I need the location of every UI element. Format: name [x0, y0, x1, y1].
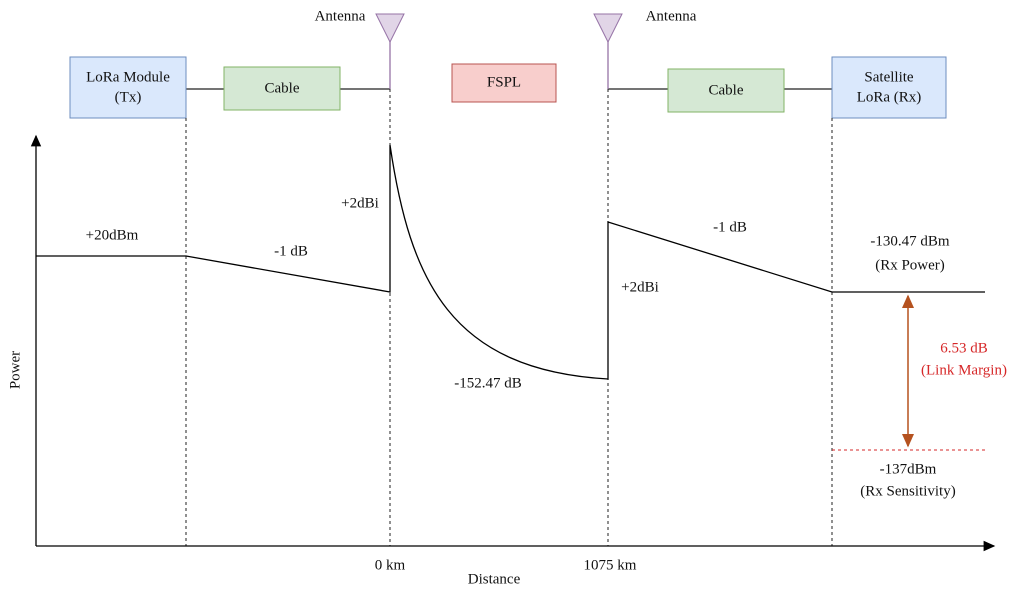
rx-sensitivity: -137dBm	[880, 461, 937, 477]
rx-power: (Rx Power)	[875, 257, 945, 273]
x-tick-label: 0 km	[375, 557, 406, 573]
block-text: LoRa (Rx)	[857, 89, 922, 105]
block-text: (Tx)	[115, 89, 142, 105]
x-tick-label: 1075 km	[584, 557, 637, 573]
annotation: -152.47 dB	[454, 375, 522, 391]
antenna-label: Antenna	[646, 8, 697, 24]
annotation: +20dBm	[86, 227, 139, 243]
x-axis-label: Distance	[468, 571, 521, 587]
fspl-block	[451, 63, 557, 103]
link-margin: (Link Margin)	[921, 362, 1007, 378]
annotation: +2dBi	[341, 195, 379, 211]
cable-block	[223, 66, 341, 111]
antenna-icons	[375, 13, 623, 89]
block-text: FSPL	[487, 74, 521, 90]
antenna-label: Antenna	[315, 8, 366, 24]
annotation: -1 dB	[274, 243, 308, 259]
block-text: Satellite	[864, 69, 913, 85]
rx-sensitivity: (Rx Sensitivity)	[860, 483, 955, 499]
power-curve	[36, 144, 985, 380]
block-text: Cable	[265, 80, 300, 96]
tx-block	[69, 56, 187, 119]
separators	[185, 89, 833, 546]
block-text: Cable	[709, 82, 744, 98]
y-axis-label: Power	[7, 351, 23, 389]
annotation: +2dBi	[621, 279, 659, 295]
link-margin: 6.53 dB	[940, 340, 988, 356]
rx-power: -130.47 dBm	[870, 233, 950, 249]
annotation: -1 dB	[713, 219, 747, 235]
block-text: LoRa Module	[86, 69, 170, 85]
rx-block	[831, 56, 947, 119]
cable-block	[667, 68, 785, 113]
